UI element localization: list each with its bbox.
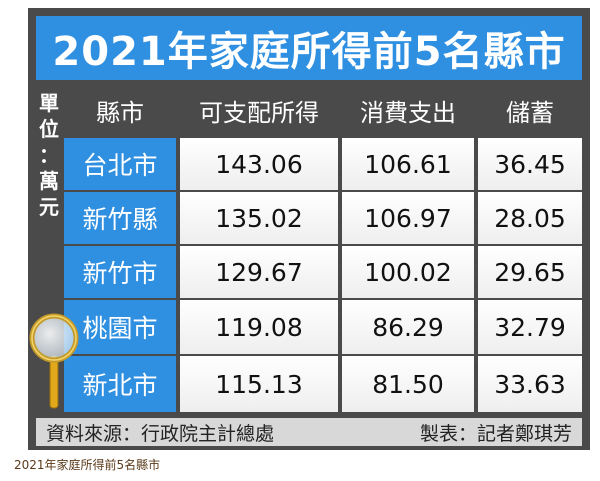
header-income: 可支配所得 — [180, 84, 338, 136]
city-cell: 桃園市 — [64, 300, 176, 354]
city-cell: 台北市 — [64, 138, 176, 190]
income-cell: 135.02 — [180, 192, 338, 244]
city-cell: 新竹市 — [64, 246, 176, 298]
spending-cell: 106.61 — [342, 138, 474, 190]
source-text: 資料來源：行政院主計總處 — [46, 422, 275, 445]
savings-cell: 33.63 — [478, 356, 582, 412]
income-cell: 119.08 — [180, 300, 338, 354]
footer-bar: 資料來源：行政院主計總處 製表：記者鄭琪芳 — [36, 418, 582, 446]
income-cell: 143.06 — [180, 138, 338, 190]
magnifier-icon — [29, 313, 79, 409]
savings-cell: 28.05 — [478, 192, 582, 244]
unit-char: 萬 — [39, 169, 59, 193]
unit-label: 單 位 ： 萬 元 — [36, 84, 62, 420]
city-cell: 新北市 — [64, 356, 176, 412]
unit-char: 位 — [39, 117, 59, 141]
unit-char: 單 — [39, 91, 59, 115]
unit-char: ： — [39, 143, 59, 167]
header-city: 縣市 — [64, 84, 176, 136]
maker-text: 製表：記者鄭琪芳 — [419, 422, 572, 445]
savings-cell: 36.45 — [478, 138, 582, 190]
savings-cell: 32.79 — [478, 300, 582, 354]
income-cell: 129.67 — [180, 246, 338, 298]
unit-char: 元 — [39, 195, 59, 219]
savings-cell: 29.65 — [478, 246, 582, 298]
header-spending: 消費支出 — [342, 84, 474, 136]
spending-cell: 106.97 — [342, 192, 474, 244]
image-caption: 2021年家庭所得前5名縣市 — [14, 458, 161, 472]
table-title: 2021年家庭所得前5名縣市 — [36, 16, 582, 80]
spending-cell: 100.02 — [342, 246, 474, 298]
city-cell: 新竹縣 — [64, 192, 176, 244]
spending-cell: 81.50 — [342, 356, 474, 412]
spending-cell: 86.29 — [342, 300, 474, 354]
income-cell: 115.13 — [180, 356, 338, 412]
header-savings: 儲蓄 — [478, 84, 582, 136]
